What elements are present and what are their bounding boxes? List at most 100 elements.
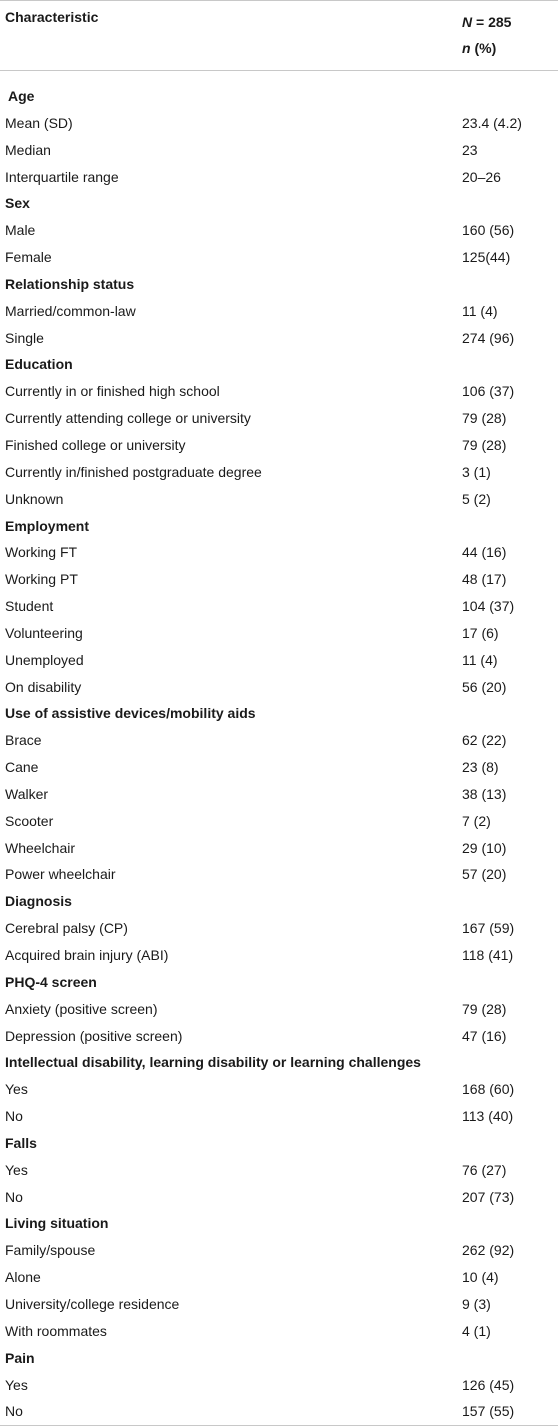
table-row: No 113 (40) (0, 1103, 558, 1130)
row-value: 168 (60) (462, 1081, 515, 1098)
row-value: 62 (22) (462, 732, 507, 749)
row-value: 106 (37) (462, 383, 515, 400)
row-value: 48 (17) (462, 571, 507, 588)
row-value: 29 (10) (462, 839, 507, 856)
table-row: Wheelchair 29 (10) (0, 835, 558, 862)
row-label: Male (5, 222, 36, 239)
table-row: Finished college or university 79 (28) (0, 432, 558, 459)
row-value: 9 (3) (462, 1295, 491, 1312)
row-value: 4 (1) (462, 1322, 491, 1339)
row-value: 38 (13) (462, 785, 507, 802)
table-row: With roommates 4 (1) (0, 1318, 558, 1345)
row-value: 125(44) (462, 249, 511, 266)
section-label: Education (5, 356, 73, 373)
row-value: 157 (55) (462, 1403, 515, 1420)
row-value: 118 (41) (462, 947, 514, 963)
row-label: No (5, 1403, 23, 1420)
table-row: Yes 126 (45) (0, 1372, 558, 1399)
table-row: Family/spouse 262 (92) (0, 1237, 558, 1264)
table-row: Currently attending college or universit… (0, 405, 558, 432)
row-label: Interquartile range (5, 168, 119, 185)
row-value: 11 (4) (462, 651, 498, 668)
table-row: On disability 56 (20) (0, 674, 558, 701)
section-label: Use of assistive devices/mobility aids (5, 705, 256, 722)
row-label: Anxiety (positive screen) (5, 1000, 158, 1017)
section-header-row: Use of assistive devices/mobility aids (0, 700, 558, 727)
table-row: Acquired brain injury (ABI) 118 (41) (0, 942, 558, 969)
row-value: 79 (28) (462, 1000, 507, 1017)
row-label: Alone (5, 1269, 41, 1286)
table-row: Walker 38 (13) (0, 781, 558, 808)
row-value: 10 (4) (462, 1269, 499, 1286)
header-n-column: N = 285 n (%) (462, 9, 511, 61)
section-header-row: Falls (0, 1130, 558, 1157)
table-row: Yes 168 (60) (0, 1076, 558, 1103)
row-value: 3 (1) (462, 463, 491, 480)
row-value: 274 (96) (462, 329, 515, 346)
row-value: 56 (20) (462, 678, 507, 695)
row-label: Female (5, 249, 52, 266)
table-row: Yes 76 (27) (0, 1157, 558, 1184)
section-header-row: Relationship status (0, 271, 558, 298)
row-label: Married/common-law (5, 302, 136, 319)
table-row: Female 125(44) (0, 244, 558, 271)
table-row: Married/common-law 11 (4) (0, 298, 558, 325)
row-label: Depression (positive screen) (5, 1027, 183, 1044)
row-label: On disability (5, 678, 82, 695)
row-label: Unknown (5, 490, 64, 507)
row-label: Yes (5, 1161, 28, 1178)
table-row: Currently in/finished postgraduate degre… (0, 459, 558, 486)
table-row: Median 23 (0, 137, 558, 164)
table-row: Alone 10 (4) (0, 1264, 558, 1291)
section-header-row: Sex (0, 190, 558, 217)
row-label: Working FT (5, 544, 78, 561)
row-value: 79 (28) (462, 410, 507, 427)
table-row: Working PT 48 (17) (0, 566, 558, 593)
table-row: Scooter 7 (2) (0, 808, 558, 835)
table-row: Unknown 5 (2) (0, 486, 558, 513)
row-value: 23 (8) (462, 759, 499, 776)
row-value: 5 (2) (462, 490, 491, 507)
table-row: Brace 62 (22) (0, 727, 558, 754)
row-label: Median (5, 141, 51, 158)
row-label: No (5, 1108, 23, 1125)
table-header: Characteristic N = 285 n (%) (0, 1, 558, 71)
row-label: Yes (5, 1376, 28, 1393)
table-row: Power wheelchair 57 (20) (0, 861, 558, 888)
table-row: No 157 (55) (0, 1398, 558, 1425)
row-label: Currently in/finished postgraduate degre… (5, 463, 262, 480)
section-header-row: PHQ-4 screen (0, 969, 558, 996)
row-label: Currently attending college or universit… (5, 410, 251, 427)
section-label: Intellectual disability, learning disabi… (5, 1054, 421, 1071)
table-row: Interquartile range 20–26 (0, 164, 558, 191)
row-value: 76 (27) (462, 1161, 507, 1178)
section-header-row: Education (0, 351, 558, 378)
row-value: 167 (59) (462, 920, 515, 937)
header-n-total: N = 285 (462, 14, 512, 30)
section-label: Falls (5, 1134, 37, 1151)
section-label: Age (8, 88, 35, 104)
row-label: Unemployed (5, 651, 84, 668)
table-row: Currently in or finished high school 106 … (0, 378, 558, 405)
section-label: Diagnosis (5, 893, 72, 910)
row-value: 7 (2) (462, 812, 491, 829)
section-header-row: Diagnosis (0, 888, 558, 915)
row-label: With roommates (5, 1322, 107, 1339)
table-row: Anxiety (positive screen) 79 (28) (0, 996, 558, 1023)
row-value: 23.4 (4.2) (462, 114, 522, 131)
row-label: Acquired brain injury (ABI) (5, 947, 169, 963)
section-header-row: Living situation (0, 1210, 558, 1237)
row-label: University/college residence (5, 1295, 180, 1312)
row-label: No (5, 1188, 23, 1205)
row-label: Cerebral palsy (CP) (5, 920, 128, 937)
table-row: Male 160 (56) (0, 217, 558, 244)
table-row: Depression (positive screen) 47 (16) (0, 1023, 558, 1050)
table-row: Cerebral palsy (CP) 167 (59) (0, 915, 558, 942)
row-value: 207 (73) (462, 1188, 515, 1205)
row-label: Yes (5, 1081, 28, 1098)
table-row: No 207 (73) (0, 1184, 558, 1211)
row-label: Power wheelchair (5, 866, 116, 883)
row-value: 79 (28) (462, 436, 507, 453)
header-characteristic: Characteristic (5, 9, 99, 25)
